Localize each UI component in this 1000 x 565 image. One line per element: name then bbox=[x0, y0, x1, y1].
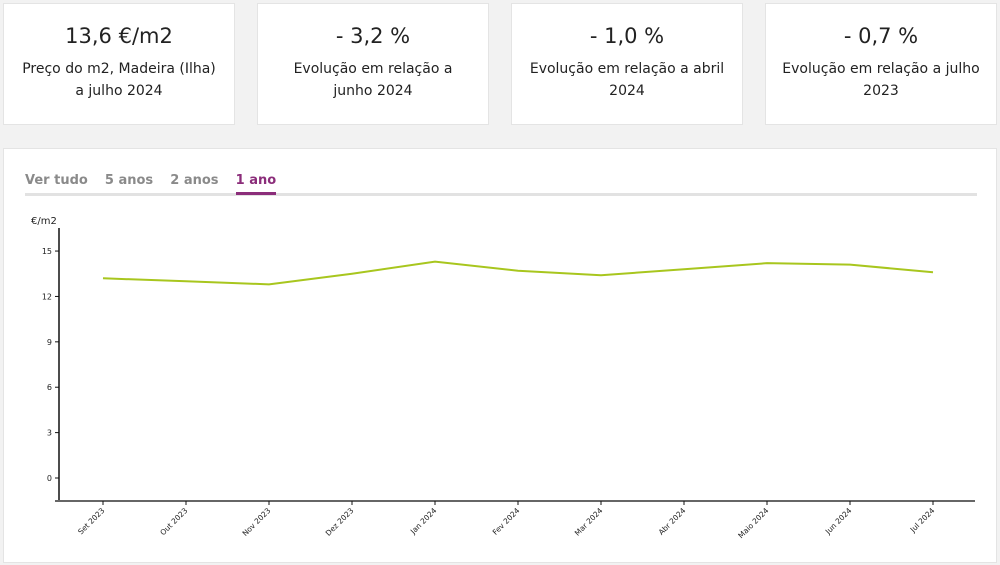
x-tick-label: Mar 2024 bbox=[573, 506, 605, 538]
kpi-card-quarter: - 1,0 % Evolução em relação a abril 2024 bbox=[511, 3, 743, 125]
series-line bbox=[102, 260, 934, 286]
tab-5-anos[interactable]: 5 anos bbox=[104, 173, 154, 188]
y-axis-label: €/m2 bbox=[31, 216, 57, 227]
kpi-value: - 0,7 % bbox=[843, 24, 919, 48]
y-tick-label: 12 bbox=[42, 292, 52, 301]
kpi-card-year: - 0,7 % Evolução em relação a julho 2023 bbox=[765, 3, 997, 125]
y-tick-label: 9 bbox=[47, 338, 52, 347]
y-tick-label: 3 bbox=[47, 429, 52, 438]
x-tick-label: Set 2023 bbox=[76, 506, 106, 536]
kpi-card-month: - 3,2 % Evolução em relação a junho 2024 bbox=[257, 3, 489, 125]
kpi-label: Evolução em relação a julho 2023 bbox=[782, 61, 980, 99]
x-tick-label: Maio 2024 bbox=[736, 506, 770, 540]
tab-1-ano[interactable]: 1 ano bbox=[235, 173, 277, 195]
x-tick-label: Jul 2024 bbox=[908, 506, 937, 535]
kpi-label: Evolução em relação a junho 2024 bbox=[293, 61, 453, 99]
x-tick-label: Dez 2023 bbox=[324, 506, 356, 538]
kpi-label: Preço do m2, Madeira (Ilha) a julho 2024 bbox=[22, 61, 216, 99]
kpi-value: - 1,0 % bbox=[589, 24, 665, 48]
x-tick-label: Jun 2024 bbox=[823, 506, 854, 537]
range-tabs: Ver tudo 5 anos 2 anos 1 ano bbox=[25, 169, 977, 196]
kpi-label: Evolução em relação a abril 2024 bbox=[529, 61, 725, 99]
x-tick-label: Abr 2024 bbox=[657, 506, 688, 537]
kpi-value: 13,6 €/m2 bbox=[65, 24, 173, 48]
x-tick-label: Nov 2023 bbox=[241, 506, 273, 538]
y-tick-label: 6 bbox=[47, 383, 52, 392]
chart-panel: Ver tudo 5 anos 2 anos 1 ano bbox=[3, 148, 997, 563]
y-tick-label: 15 bbox=[42, 247, 52, 256]
x-tick-label: Jan 2024 bbox=[408, 506, 439, 537]
x-tick-label: Out 2023 bbox=[158, 506, 189, 537]
kpi-value: - 3,2 % bbox=[335, 24, 411, 48]
kpi-card-price: 13,6 €/m2 Preço do m2, Madeira (Ilha) a … bbox=[3, 3, 235, 125]
tab-2-anos[interactable]: 2 anos bbox=[170, 173, 219, 188]
x-tick-label: Fev 2024 bbox=[491, 506, 522, 537]
tab-ver-tudo[interactable]: Ver tudo bbox=[25, 173, 88, 188]
y-tick-label: 0 bbox=[47, 474, 52, 483]
